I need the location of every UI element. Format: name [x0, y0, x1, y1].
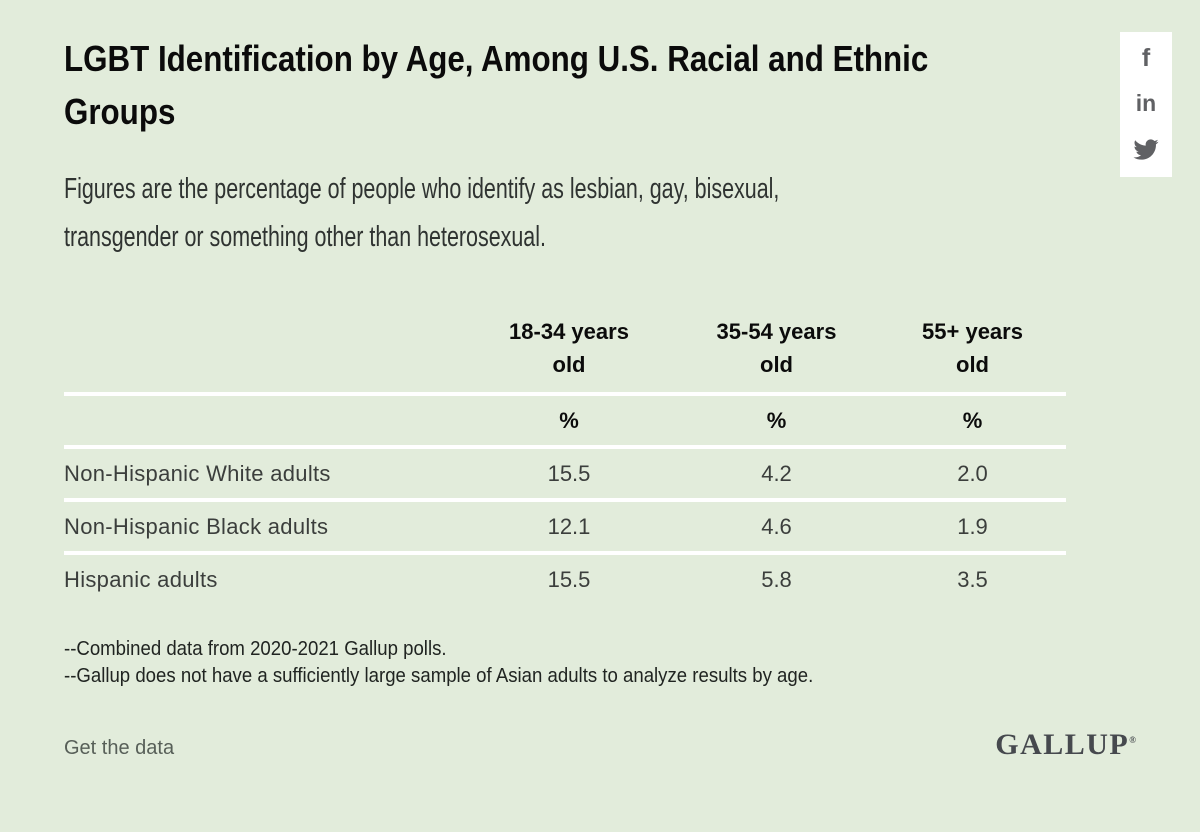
- column-header-55-plus: 55+ years old: [879, 315, 1066, 381]
- page-subtitle-line2: transgender or something other than hete…: [64, 221, 546, 253]
- table-row: Non-Hispanic White adults 15.5 4.2 2.0: [64, 449, 1066, 498]
- value-cell: 4.6: [761, 513, 792, 539]
- page-title-line1: LGBT Identification by Age, Among U.S. R…: [64, 38, 929, 79]
- registered-mark: ®: [1129, 735, 1136, 745]
- data-table: 18-34 years old 35-54 years old 55+ year…: [64, 315, 1066, 604]
- page-title: LGBT Identification by Age, Among U.S. R…: [64, 32, 1136, 138]
- value-cell: 2.0: [957, 460, 988, 486]
- unit-cell: %: [559, 407, 579, 433]
- row-label: Non-Hispanic Black adults: [64, 513, 329, 539]
- unit-cell: %: [766, 407, 787, 433]
- footnote-line: --Combined data from 2020-2021 Gallup po…: [64, 638, 447, 660]
- value-cell: 1.9: [957, 513, 988, 539]
- page-subtitle-line1: Figures are the percentage of people who…: [64, 173, 780, 205]
- linkedin-share-button[interactable]: in: [1128, 86, 1164, 122]
- page-title-line2: Groups: [64, 91, 176, 132]
- value-cell: 12.1: [547, 513, 591, 539]
- table-header-row: 18-34 years old 35-54 years old 55+ year…: [64, 315, 1066, 392]
- column-header-18-34: 18-34 years old: [464, 315, 674, 381]
- column-header-35-54: 35-54 years old: [674, 315, 879, 381]
- table-separator-line: [64, 498, 1066, 502]
- column-header-label: 35-54 years old: [716, 319, 837, 377]
- facebook-icon: f: [1141, 43, 1151, 72]
- table-separator-line: [64, 392, 1066, 396]
- column-header-label: 55+ years old: [922, 319, 1023, 377]
- footer: Get the data GALLUP®: [64, 728, 1136, 762]
- twitter-share-button[interactable]: [1128, 131, 1164, 167]
- footnotes: --Combined data from 2020-2021 Gallup po…: [64, 636, 1136, 690]
- table-unit-row: % % %: [64, 396, 1066, 445]
- table-separator-line: [64, 445, 1066, 449]
- gallup-logo-text: GALLUP: [995, 728, 1130, 761]
- value-cell: 4.2: [761, 460, 792, 486]
- unit-cell: %: [962, 407, 983, 433]
- row-label: Hispanic adults: [64, 566, 218, 592]
- value-cell: 5.8: [761, 566, 792, 592]
- linkedin-icon: in: [1135, 90, 1157, 116]
- gallup-logo: GALLUP®: [995, 728, 1136, 762]
- table-row: Hispanic adults 15.5 5.8 3.5: [64, 555, 1066, 604]
- twitter-icon: [1133, 138, 1159, 160]
- share-panel: f in: [1120, 32, 1172, 177]
- value-cell: 15.5: [547, 566, 591, 592]
- column-header-label: 18-34 years old: [509, 319, 629, 377]
- value-cell: 3.5: [957, 566, 988, 592]
- get-the-data-link[interactable]: Get the data: [64, 737, 175, 759]
- row-label: Non-Hispanic White adults: [64, 460, 331, 486]
- table-row: Non-Hispanic Black adults 12.1 4.6 1.9: [64, 502, 1066, 551]
- facebook-share-button[interactable]: f: [1128, 40, 1164, 76]
- value-cell: 15.5: [547, 460, 591, 486]
- table-separator-line: [64, 551, 1066, 555]
- footnote-line: --Gallup does not have a sufficiently la…: [64, 665, 814, 687]
- page-subtitle: Figures are the percentage of people who…: [64, 165, 1136, 261]
